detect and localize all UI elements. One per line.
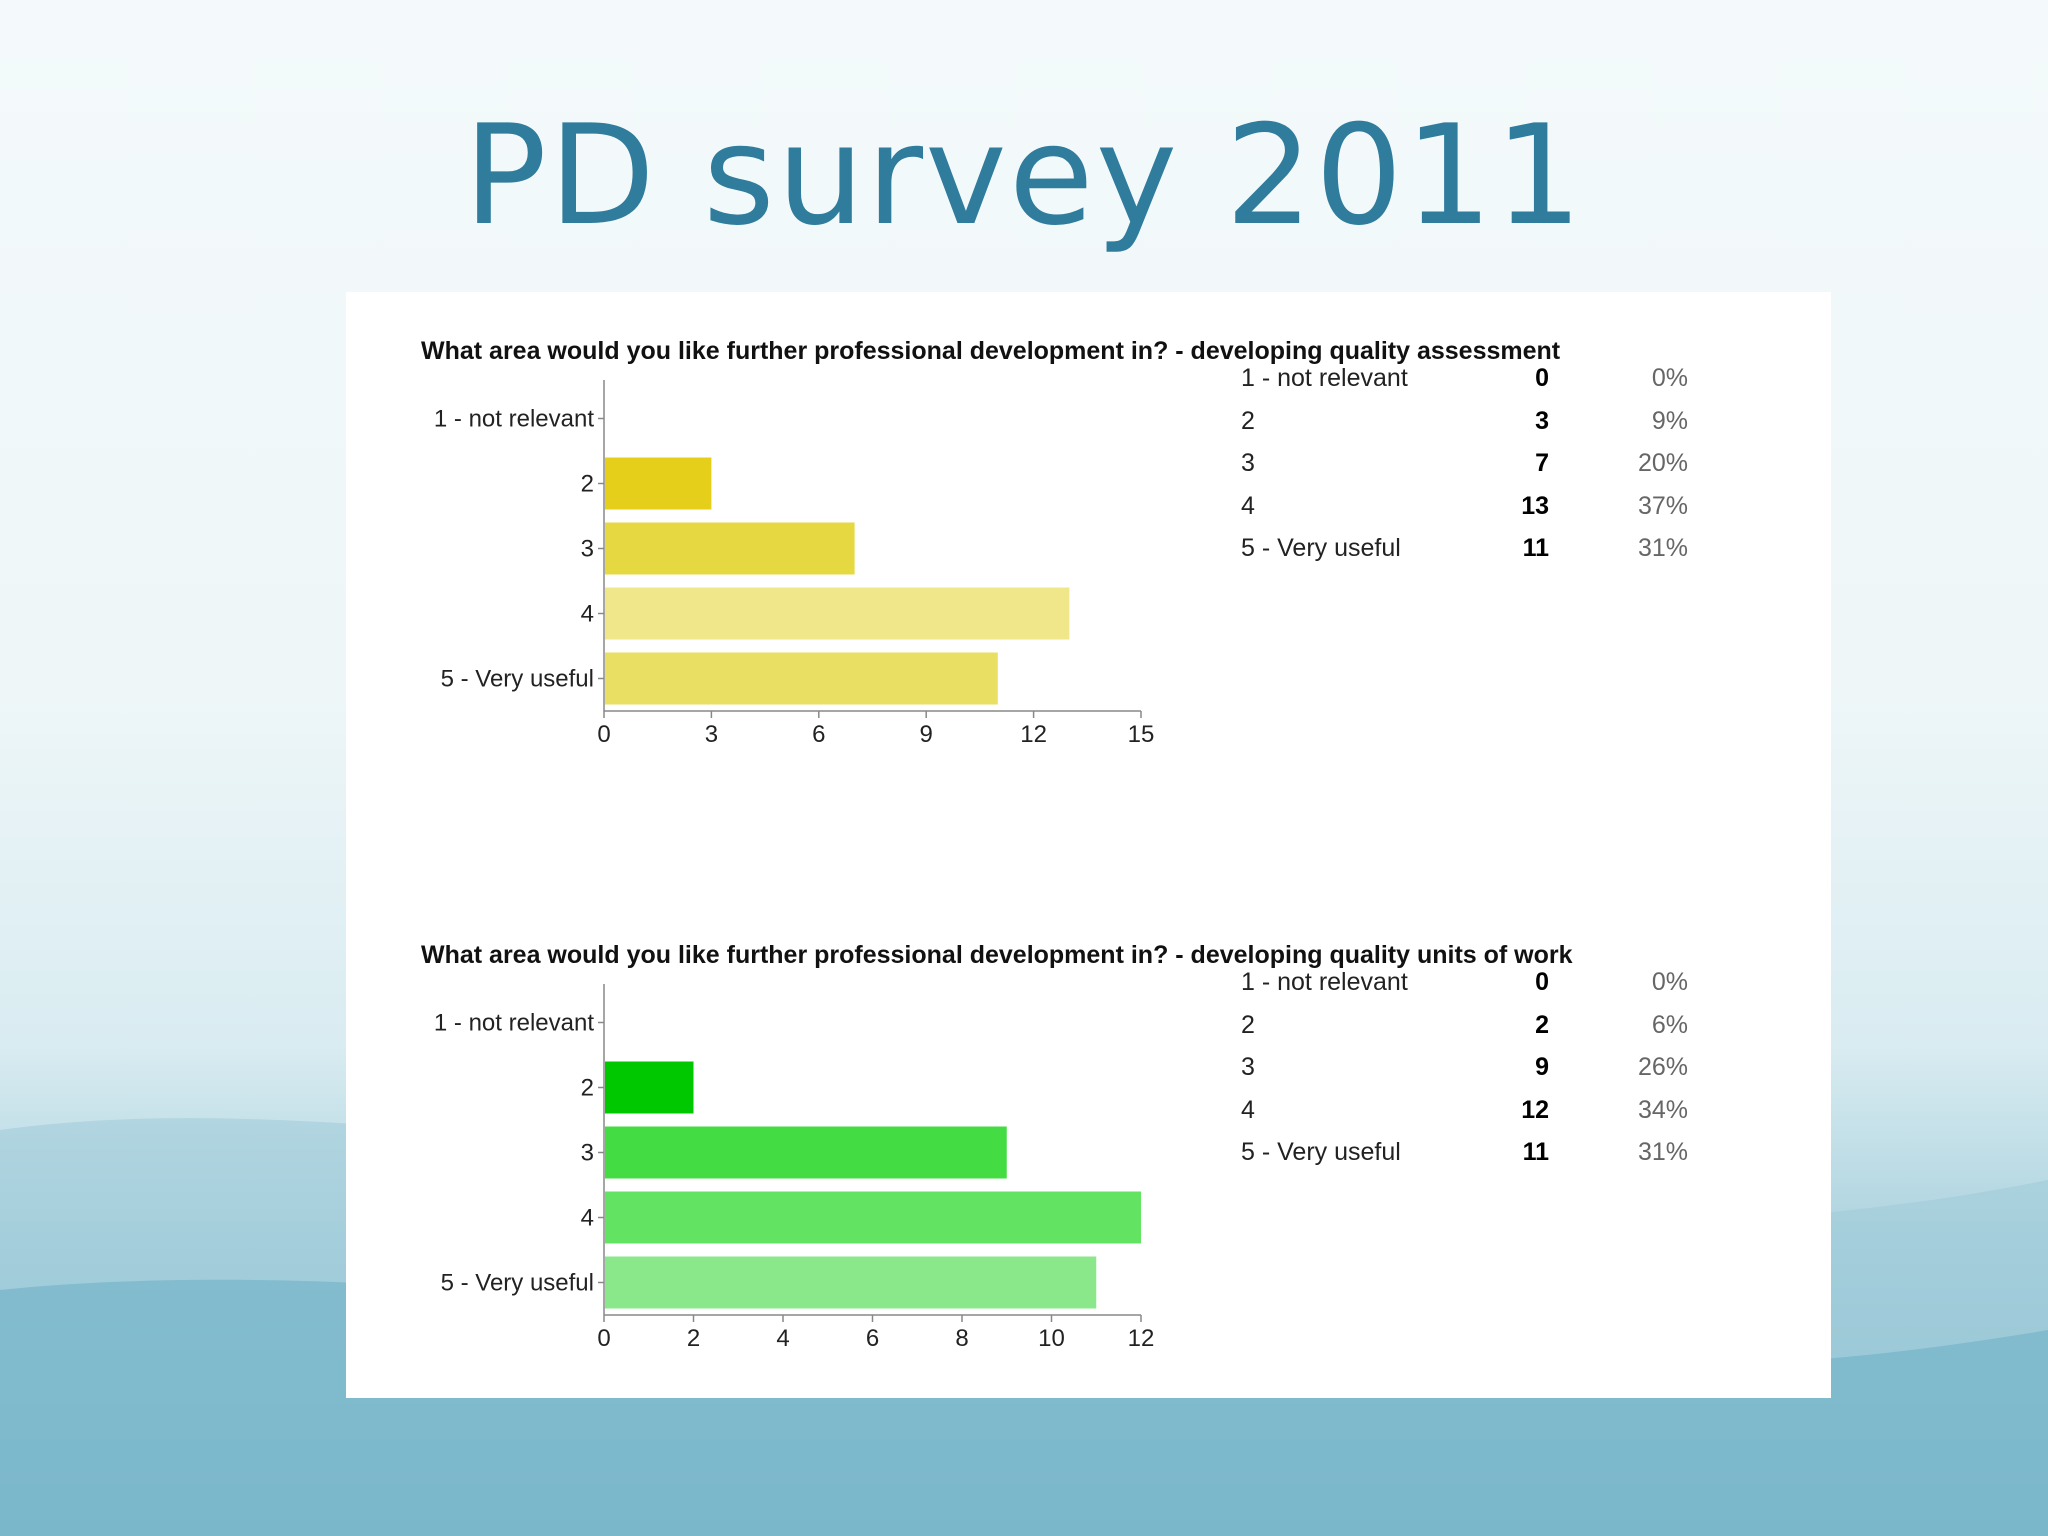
- legend-row: 1 - not relevant 0 0%: [1241, 968, 1771, 1011]
- bar-4: [605, 1191, 1141, 1244]
- x-tick-label: 2: [687, 1325, 700, 1352]
- legend-category-label: 3: [1241, 449, 1255, 478]
- legend-count: 12: [1521, 1095, 1549, 1124]
- legend-count: 0: [1535, 364, 1549, 392]
- y-tick-label: 4: [581, 1205, 594, 1232]
- legend-percent: 26%: [1637, 1053, 1688, 1082]
- legend-category-label: 5 - Very useful: [1241, 534, 1401, 563]
- legend-percent: 9%: [1651, 406, 1688, 435]
- legend-percent: 34%: [1637, 1095, 1688, 1124]
- x-tick-label: 9: [920, 721, 933, 748]
- legend-row: 4 13 37%: [1241, 492, 1771, 535]
- legend-count: 11: [1522, 1138, 1549, 1167]
- bar-5: [605, 652, 998, 705]
- legend-category-label: 1 - not relevant: [1241, 364, 1408, 392]
- x-tick-label: 6: [812, 721, 825, 748]
- x-tick-label: 10: [1038, 1325, 1065, 1352]
- legend-count: 13: [1521, 491, 1549, 520]
- legend-percent: 6%: [1651, 1010, 1688, 1039]
- bar-3: [605, 522, 855, 575]
- x-tick-label: 0: [597, 721, 610, 748]
- x-tick-label: 6: [866, 1325, 879, 1352]
- legend-row: 3 7 20%: [1241, 449, 1771, 492]
- legend-percent: 0%: [1651, 968, 1688, 996]
- x-tick-label: 15: [1128, 721, 1155, 748]
- y-tick-label: 5 - Very useful: [441, 666, 594, 693]
- bar-chart-units-of-work: 1 - not relevant 2 3 4 5 - Very useful 0 2 4 6 8 1…: [434, 984, 1155, 1352]
- legend-row: 1 - not relevant 0 0%: [1241, 364, 1771, 407]
- legend-row: 2 2 6%: [1241, 1011, 1771, 1054]
- legend-table-assessment: 1 - not relevant 0 0% 2 3 9% 3 7 20% 4 1…: [1241, 364, 1771, 577]
- legend-category-label: 2: [1241, 406, 1255, 435]
- legend-count: 7: [1535, 449, 1549, 478]
- y-tick-label: 2: [581, 1075, 594, 1102]
- legend-percent: 31%: [1637, 534, 1688, 563]
- chart-panel: What area would you like further profess…: [346, 292, 1831, 1398]
- x-tick-label: 12: [1020, 721, 1047, 748]
- legend-percent: 37%: [1637, 491, 1688, 520]
- legend-row: 5 - Very useful 11 31%: [1241, 1138, 1771, 1181]
- bar-2: [605, 457, 712, 510]
- legend-row: 4 12 34%: [1241, 1096, 1771, 1139]
- y-tick-label: 1 - not relevant: [434, 1010, 594, 1037]
- x-tick-label: 0: [597, 1325, 610, 1352]
- legend-category-label: 5 - Very useful: [1241, 1138, 1401, 1167]
- bar-4: [605, 587, 1070, 640]
- bar-3: [605, 1126, 1007, 1179]
- y-tick-label: 1 - not relevant: [434, 406, 594, 433]
- legend-category-label: 1 - not relevant: [1241, 968, 1408, 996]
- x-tick-label: 12: [1128, 1325, 1155, 1352]
- legend-row: 3 9 26%: [1241, 1053, 1771, 1096]
- x-tick-label: 8: [955, 1325, 968, 1352]
- slide-title: PD survey 2011: [463, 95, 1585, 256]
- legend-table-units-of-work: 1 - not relevant 0 0% 2 2 6% 3 9 26% 4 1…: [1241, 968, 1771, 1181]
- legend-row: 5 - Very useful 11 31%: [1241, 534, 1771, 577]
- y-tick-label: 3: [581, 1140, 594, 1167]
- legend-category-label: 4: [1241, 491, 1255, 520]
- legend-category-label: 4: [1241, 1095, 1255, 1124]
- legend-count: 2: [1535, 1010, 1549, 1039]
- y-tick-label: 5 - Very useful: [441, 1270, 594, 1297]
- legend-category-label: 3: [1241, 1053, 1255, 1082]
- legend-count: 3: [1535, 406, 1549, 435]
- bar-2: [605, 1061, 694, 1114]
- legend-row: 2 3 9%: [1241, 407, 1771, 450]
- legend-category-label: 2: [1241, 1010, 1255, 1039]
- x-tick-label: 3: [705, 721, 718, 748]
- legend-percent: 31%: [1637, 1138, 1688, 1167]
- y-tick-label: 3: [581, 536, 594, 563]
- chart-block-assessment: What area would you like further profess…: [346, 292, 1831, 812]
- chart-block-units-of-work: What area would you like further profess…: [346, 896, 1831, 1416]
- bar-5: [605, 1256, 1097, 1309]
- chart-title: What area would you like further profess…: [421, 941, 1573, 969]
- y-tick-label: 4: [581, 601, 594, 628]
- legend-percent: 20%: [1637, 449, 1688, 478]
- legend-percent: 0%: [1651, 364, 1688, 392]
- bar-chart-assessment: 1 - not relevant 2 3 4 5 - Very useful 0 3 6 9 12…: [434, 380, 1155, 748]
- legend-count: 11: [1522, 534, 1549, 563]
- x-tick-label: 4: [776, 1325, 789, 1352]
- legend-count: 9: [1535, 1053, 1549, 1082]
- chart-title: What area would you like further profess…: [421, 337, 1561, 365]
- legend-count: 0: [1535, 968, 1549, 996]
- y-tick-label: 2: [581, 471, 594, 498]
